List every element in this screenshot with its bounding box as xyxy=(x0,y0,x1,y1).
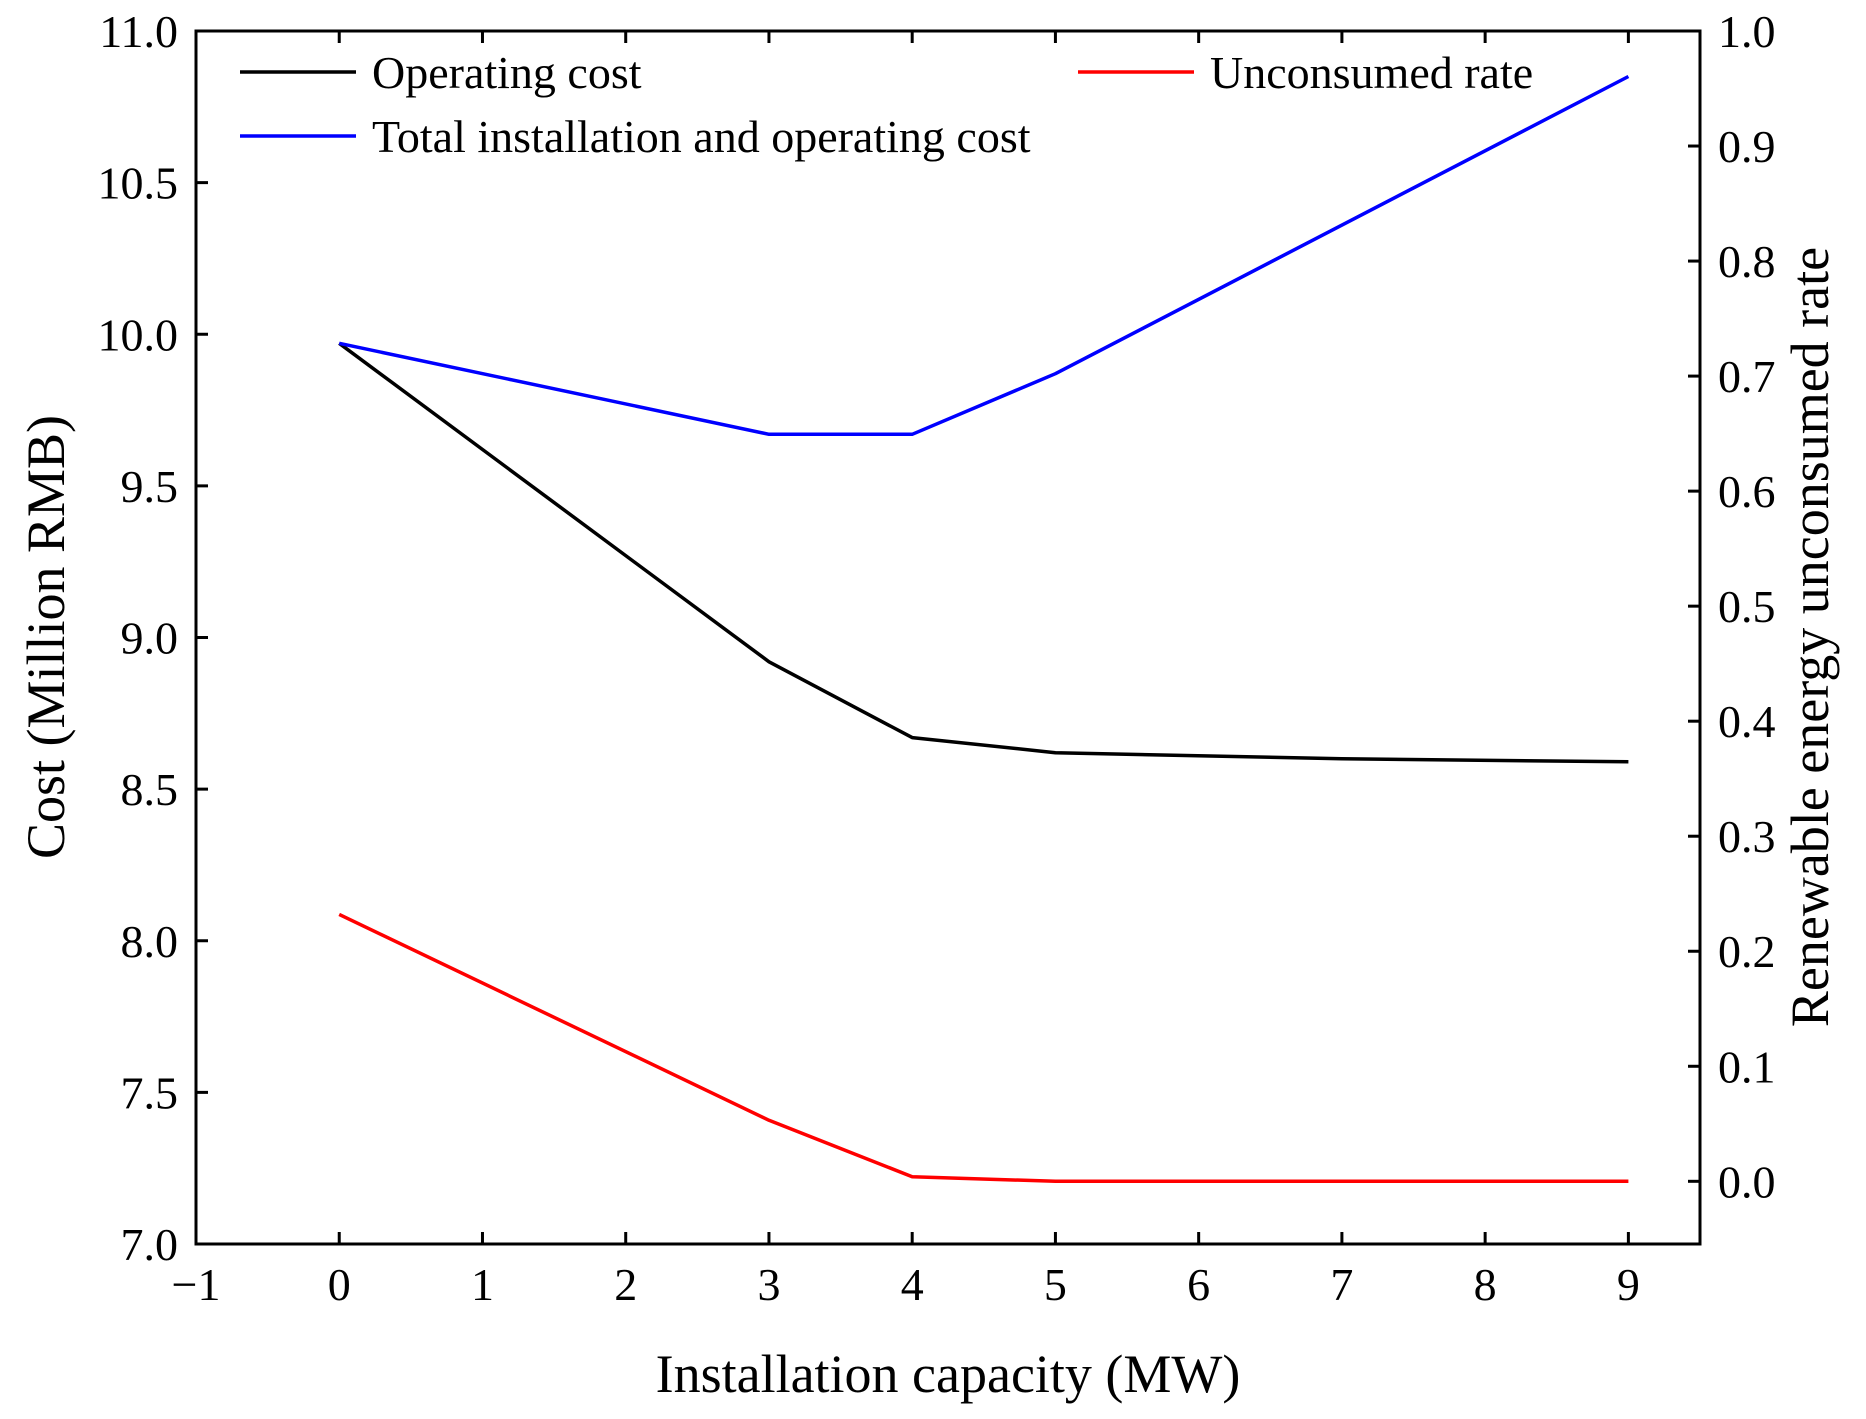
x-tick-label: 4 xyxy=(901,1259,924,1310)
x-tick-label: −1 xyxy=(172,1259,221,1310)
legend-label-unconsumed-rate: Unconsumed rate xyxy=(1210,47,1533,98)
y-tick-label: 8.5 xyxy=(121,764,179,815)
legend-label-total-cost: Total installation and operating cost xyxy=(372,111,1031,162)
x-tick-label: 2 xyxy=(614,1259,637,1310)
x-tick-label: 7 xyxy=(1330,1259,1353,1310)
y-tick-label: 8.0 xyxy=(121,916,179,967)
y2-tick-label: 0.2 xyxy=(1718,926,1776,977)
y-axis-ticks: 7.0 7.5 8.0 8.5 9.0 9.5 10.0 10.5 11.0 xyxy=(98,6,208,1270)
total-cost-line xyxy=(338,74,1630,437)
y-tick-label: 10.5 xyxy=(98,158,179,209)
y2-axis-ticks: 0.0 0.1 0.2 0.3 0.4 0.5 0.6 0.7 0.8 0.9 1.0 xyxy=(1688,6,1776,1207)
x-tick-label: 9 xyxy=(1617,1259,1640,1310)
x-axis-title: Installation capacity (MW) xyxy=(656,1344,1241,1404)
y2-axis-title: Renewable energy unconsumed rate xyxy=(1780,247,1840,1027)
y2-tick-label: 0.9 xyxy=(1718,121,1776,172)
y-tick-label: 9.0 xyxy=(121,613,179,664)
operating-cost-line xyxy=(338,341,1629,764)
y2-tick-label: 0.0 xyxy=(1718,1156,1776,1207)
unconsumed-rate-line xyxy=(338,912,1629,1184)
x-axis-ticks: −1 0 1 2 3 4 5 6 7 8 9 xyxy=(172,31,1640,1310)
plot-frame xyxy=(194,29,1702,1246)
y2-tick-label: 0.3 xyxy=(1718,811,1776,862)
x-tick-label: 1 xyxy=(471,1259,494,1310)
x-tick-label: 3 xyxy=(757,1259,780,1310)
x-tick-label: 0 xyxy=(328,1259,351,1310)
y-axis-title: Cost (Million RMB) xyxy=(16,415,76,859)
y2-tick-label: 0.6 xyxy=(1718,466,1776,517)
x-tick-label: 5 xyxy=(1044,1259,1067,1310)
legend-label-operating-cost: Operating cost xyxy=(372,47,642,98)
y-tick-label: 7.5 xyxy=(121,1067,179,1118)
y2-tick-label: 0.1 xyxy=(1718,1041,1776,1092)
y2-tick-label: 0.5 xyxy=(1718,581,1776,632)
legend: Operating cost Total installation and op… xyxy=(240,47,1533,162)
x-tick-label: 6 xyxy=(1187,1259,1210,1310)
y2-tick-label: 0.4 xyxy=(1718,696,1776,747)
series-layer xyxy=(338,74,1630,1184)
x-tick-label: 8 xyxy=(1474,1259,1497,1310)
y-tick-label: 10.0 xyxy=(98,309,179,360)
y2-tick-label: 0.8 xyxy=(1718,236,1776,287)
y-tick-label: 7.0 xyxy=(121,1219,179,1270)
y-tick-label: 9.5 xyxy=(121,461,179,512)
y2-tick-label: 1.0 xyxy=(1718,6,1776,57)
y-tick-label: 11.0 xyxy=(99,6,178,57)
y2-tick-label: 0.7 xyxy=(1718,351,1776,402)
